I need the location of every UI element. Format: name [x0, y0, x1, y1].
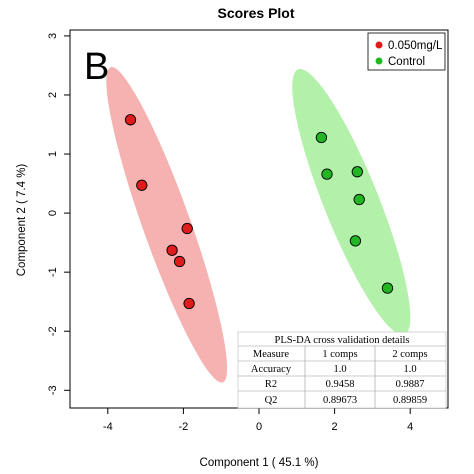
x-tick-label: 0 — [256, 421, 262, 433]
x-tick-label: 2 — [332, 421, 338, 433]
x-axis-label: Component 1 ( 45.1 %) — [200, 457, 319, 469]
data-point-series-0 — [166, 244, 178, 256]
cv-table-header: Measure — [253, 349, 289, 360]
y-axis-label: Component 2 ( 7.4 %) — [16, 164, 28, 277]
legend-label-series-0: 0.050mg/L — [388, 40, 443, 52]
cv-table-cell: 1.0 — [333, 364, 346, 375]
y-axis: 3 2 1 0 -1 -2 -3 — [47, 33, 70, 395]
data-point-series-0 — [183, 297, 195, 310]
legend-marker-series-0 — [375, 41, 383, 49]
y-tick-label: 3 — [47, 33, 59, 39]
cv-table-cell: 0.9458 — [326, 379, 355, 390]
confidence-ellipse-series-1 — [292, 68, 411, 336]
panel-letter: B — [84, 46, 109, 88]
data-point-series-1 — [353, 193, 365, 206]
legend: 0.050mg/L Control — [367, 32, 446, 71]
data-point-series-1 — [321, 168, 333, 180]
data-point-series-0 — [181, 222, 193, 235]
cv-table-cell: Accuracy — [251, 364, 292, 375]
x-tick-label: -2 — [179, 421, 189, 433]
cv-table: PLS-DA cross validation details Measure … — [237, 331, 447, 409]
legend-marker-series-1 — [375, 57, 383, 65]
cv-table-cell: 0.89673 — [323, 395, 357, 406]
y-tick-label: 2 — [47, 92, 59, 98]
x-tick-label: -4 — [103, 421, 113, 433]
y-tick-label: 0 — [47, 210, 59, 216]
data-point-series-0 — [124, 114, 137, 126]
data-point-series-0 — [136, 179, 148, 191]
cv-table-cell: 0.89859 — [393, 395, 427, 406]
y-tick-label: 1 — [47, 151, 59, 157]
cv-table-title: PLS-DA cross validation details — [274, 335, 409, 346]
data-point-series-0 — [173, 255, 186, 268]
data-point-series-1 — [315, 131, 328, 144]
data-point-series-1 — [349, 235, 362, 247]
x-tick-label: 4 — [407, 421, 413, 433]
legend-label-series-1: Control — [388, 56, 425, 68]
cv-table-header: 2 comps — [392, 349, 427, 360]
data-points — [124, 114, 394, 310]
y-tick-label: -2 — [47, 326, 59, 336]
chart-title: Scores Plot — [217, 5, 294, 21]
y-tick-label: -1 — [47, 267, 59, 277]
cv-table-cell: R2 — [265, 379, 277, 390]
cv-table-background — [237, 331, 447, 409]
y-tick-label: -3 — [47, 385, 59, 395]
cv-table-cell: Q2 — [265, 395, 278, 406]
confidence-ellipse-series-0 — [106, 67, 228, 383]
x-axis: -4 -2 0 2 4 — [103, 408, 413, 433]
cv-table-cell: 1.0 — [403, 364, 416, 375]
cv-table-cell: 0.9887 — [396, 379, 425, 390]
data-point-series-1 — [351, 166, 363, 178]
cv-table-header: 1 comps — [322, 349, 357, 360]
data-point-series-1 — [381, 282, 394, 294]
